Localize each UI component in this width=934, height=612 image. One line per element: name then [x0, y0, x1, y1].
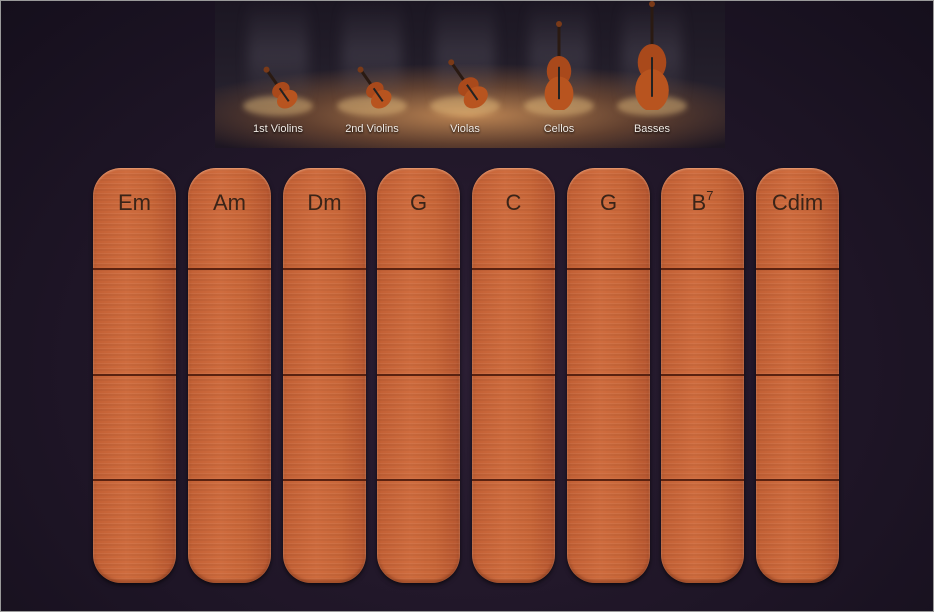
chord-root: G — [409, 190, 428, 215]
chord-root: Cdim — [771, 190, 824, 215]
strip-divider — [93, 268, 176, 270]
strip-divider — [188, 479, 271, 481]
strip-divider — [188, 374, 271, 376]
strip-divider — [93, 374, 176, 376]
chord-label: G — [377, 188, 460, 216]
strip-divider — [472, 374, 555, 376]
chord-label: Cdim — [756, 188, 839, 216]
instrument-stage: 1st Violins 2nd Violins Violas Cellos Ba… — [215, 0, 725, 148]
instrument-label[interactable]: 1st Violins — [253, 123, 303, 135]
chord-root: Am — [213, 190, 246, 215]
strip-divider — [756, 268, 839, 270]
violin-icon[interactable] — [256, 62, 300, 115]
chord-strip[interactable]: G — [567, 168, 650, 583]
strip-divider — [93, 479, 176, 481]
strip-divider — [661, 268, 744, 270]
instrument-label[interactable]: Violas — [450, 123, 480, 135]
chord-superscript: 7 — [706, 188, 714, 203]
instrument-label[interactable]: Basses — [633, 123, 671, 135]
chord-strip[interactable]: B7 — [661, 168, 744, 583]
cello-icon[interactable] — [541, 20, 577, 115]
strip-divider — [567, 479, 650, 481]
strip-divider — [377, 268, 460, 270]
strip-divider — [756, 479, 839, 481]
chord-label: G — [567, 188, 650, 216]
chord-root: Em — [118, 190, 151, 215]
instrument-label[interactable]: 2nd Violins — [345, 123, 399, 135]
chord-label: B7 — [661, 188, 744, 216]
strip-divider — [472, 479, 555, 481]
violin-icon[interactable] — [350, 62, 394, 115]
chord-strip[interactable]: Dm — [283, 168, 366, 583]
chord-strip[interactable]: Am — [188, 168, 271, 583]
strip-divider — [283, 268, 366, 270]
strip-divider — [756, 374, 839, 376]
strip-divider — [377, 479, 460, 481]
double-bass-icon[interactable] — [631, 0, 673, 115]
chord-strip[interactable]: Em — [93, 168, 176, 583]
chord-root: B — [691, 190, 707, 215]
chord-label: Dm — [283, 188, 366, 216]
chord-strip[interactable]: G — [377, 168, 460, 583]
strip-divider — [567, 374, 650, 376]
strip-divider — [188, 268, 271, 270]
chord-root: G — [599, 190, 618, 215]
instrument-label[interactable]: Cellos — [543, 123, 575, 135]
chord-strip[interactable]: C — [472, 168, 555, 583]
strip-divider — [283, 374, 366, 376]
chord-label: Am — [188, 188, 271, 216]
strip-divider — [472, 268, 555, 270]
strip-divider — [377, 374, 460, 376]
strip-divider — [661, 479, 744, 481]
chord-root: C — [505, 190, 522, 215]
chord-label: C — [472, 188, 555, 216]
strip-divider — [567, 268, 650, 270]
strip-divider — [283, 479, 366, 481]
strip-divider — [661, 374, 744, 376]
viola-icon[interactable] — [439, 54, 491, 115]
chord-label: Em — [93, 188, 176, 216]
chord-strip[interactable]: Cdim — [756, 168, 839, 583]
chord-root: Dm — [307, 190, 342, 215]
